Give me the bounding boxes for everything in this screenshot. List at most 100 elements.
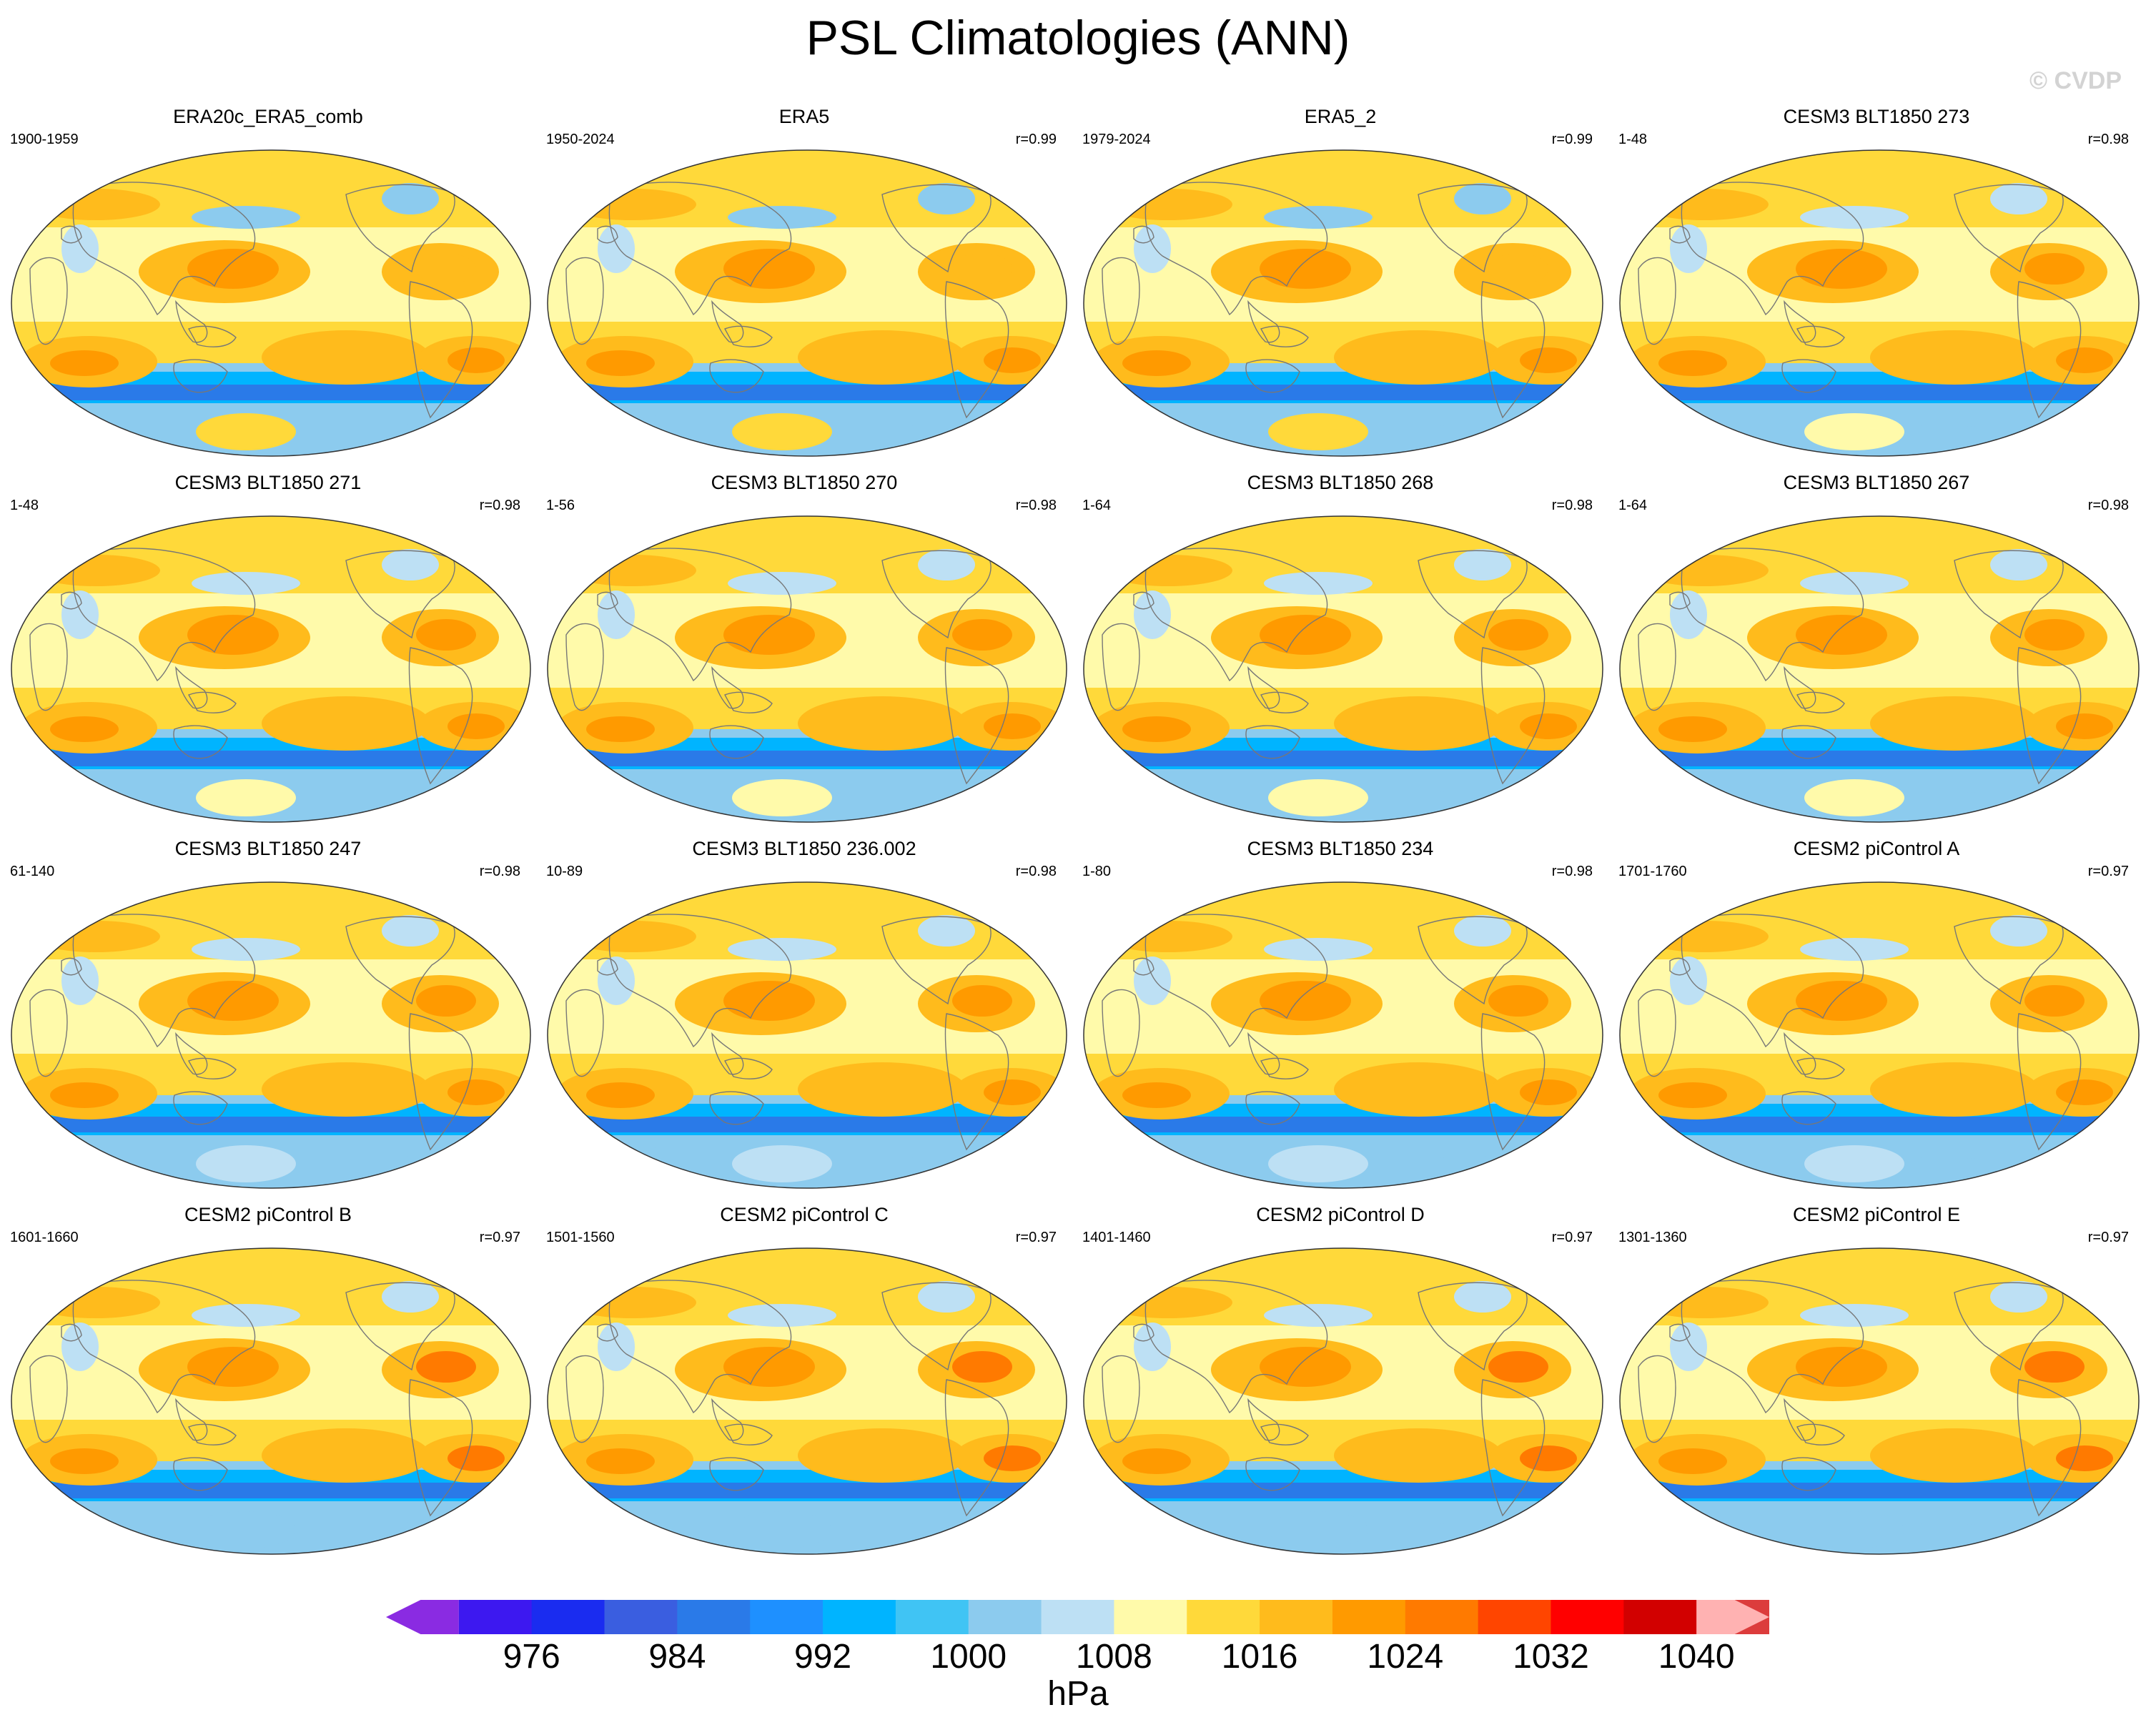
south-pacific-high [262,330,430,385]
colorbar-swatch [1332,1600,1406,1634]
circumpolar-core-band [1084,1483,1603,1498]
coastline-2 [1796,1423,1845,1445]
coastline-2 [723,325,773,347]
coastline-7 [1638,623,1676,711]
panel-years: 1-64 [1082,498,1112,513]
coastline-3 [1781,725,1836,759]
coastline-5 [944,281,1009,419]
siberian-high [1640,1287,1769,1318]
icelandic-low [1454,1281,1511,1313]
coastline-0 [1681,548,1864,682]
panel-years: 1900-1959 [10,132,79,147]
coastline-4 [1954,1282,2064,1371]
panel-pattern-correlation: r=0.98 [2087,132,2129,147]
coastline-1 [711,300,744,343]
coastline-6 [2090,554,2120,574]
panel-years: 1601-1660 [10,1230,79,1245]
coastline-5 [1480,281,1546,419]
coastline-1 [1784,666,1816,709]
north-pacific-high-core [187,1347,279,1387]
siberian-high [1104,921,1232,952]
coastline-0 [72,548,256,682]
coastline-0 [72,914,256,1048]
coastline-6 [1017,1286,1047,1306]
colorbar-swatch [458,1600,533,1634]
panel-pattern-correlation: r=0.97 [2087,864,2129,879]
colorbar-tick-label: 1040 [1658,1638,1735,1676]
circumpolar-core-band [548,385,1067,400]
coastline-6 [1017,920,1047,940]
circumpolar-core-band [548,1483,1067,1498]
coastline-7 [29,623,68,711]
panel-pattern-correlation: r=0.98 [479,498,520,513]
map-panel: CESM3 BLT1850 267 1-64 r=0.98 [1608,472,2145,829]
north-pacific-high-core [1260,1347,1351,1387]
siberian-high [31,555,160,586]
icelandic-low [1990,183,2047,214]
icelandic-low [382,549,439,580]
coastline-1 [1784,1398,1816,1441]
map-panel: CESM2 piControl A 1701-1760 r=0.97 [1608,838,2145,1195]
coastline-4 [1954,184,2064,273]
coastline-3 [709,359,764,393]
antarctic-high [196,779,296,816]
panel-pattern-correlation: r=0.99 [1551,132,1593,147]
coastline-2 [187,1423,237,1445]
antarctic-high [732,413,832,450]
coastline-6 [1017,554,1047,574]
coastline-0 [1144,182,1328,316]
map-border [547,149,1067,457]
map-border [1083,149,1603,457]
azores-high-core [1488,619,1548,651]
panel-years: 1950-2024 [546,132,615,147]
psl-map [11,515,531,823]
coastline-5 [408,647,473,785]
asian-monsoon-low [61,1323,99,1371]
coastline-7 [1102,257,1140,345]
panel-years: 1301-1360 [1618,1230,1687,1245]
siberian-high [1640,555,1769,586]
antarctic-high [196,1145,296,1182]
colorbar-tick-label: 1000 [930,1638,1007,1676]
azores-high-core [2024,1351,2085,1383]
south-atlantic-high-core [1520,347,1577,373]
coastline-1 [175,300,208,343]
coastline-3 [173,725,228,759]
icelandic-low [1454,549,1511,580]
antarctic-high [1804,413,1904,450]
antarctic-high [1268,1145,1368,1182]
icelandic-low [382,183,439,214]
coastline-4 [1954,916,2064,1005]
indian-ocean-high-core [1122,1082,1191,1108]
coastline-3 [1781,359,1836,393]
coastline-8 [1669,957,1691,976]
panel-pattern-correlation: r=0.97 [479,1230,520,1245]
azores-high-core [416,253,476,285]
coastline-6 [2090,920,2120,940]
north-pacific-high-core [723,981,815,1021]
coastline-5 [944,1013,1009,1151]
coastline-2 [723,691,773,713]
psl-map [1083,515,1603,823]
coastline-0 [1144,914,1328,1048]
psl-map [547,881,1067,1189]
coastline-7 [29,989,68,1077]
south-pacific-high [798,330,966,385]
asian-monsoon-low [61,590,99,639]
panel-pattern-correlation: r=0.98 [1015,498,1057,513]
icelandic-low [1990,1281,2047,1313]
azores-high-core [1488,1351,1548,1383]
coastline-5 [2017,647,2082,785]
south-atlantic-high-core [1520,1445,1577,1471]
coastline-4 [1954,550,2064,639]
coastline-5 [2017,281,2082,419]
siberian-high [1640,921,1769,952]
coastline-2 [1796,325,1845,347]
icelandic-low [918,549,975,580]
siberian-high [31,189,160,220]
asian-monsoon-low [1134,224,1171,273]
south-pacific-high [1870,1062,2039,1117]
north-pacific-high-core [723,615,815,655]
coastline-3 [1245,1091,1300,1125]
map-panel: ERA20c_ERA5_comb 1900-1959 [0,106,536,463]
